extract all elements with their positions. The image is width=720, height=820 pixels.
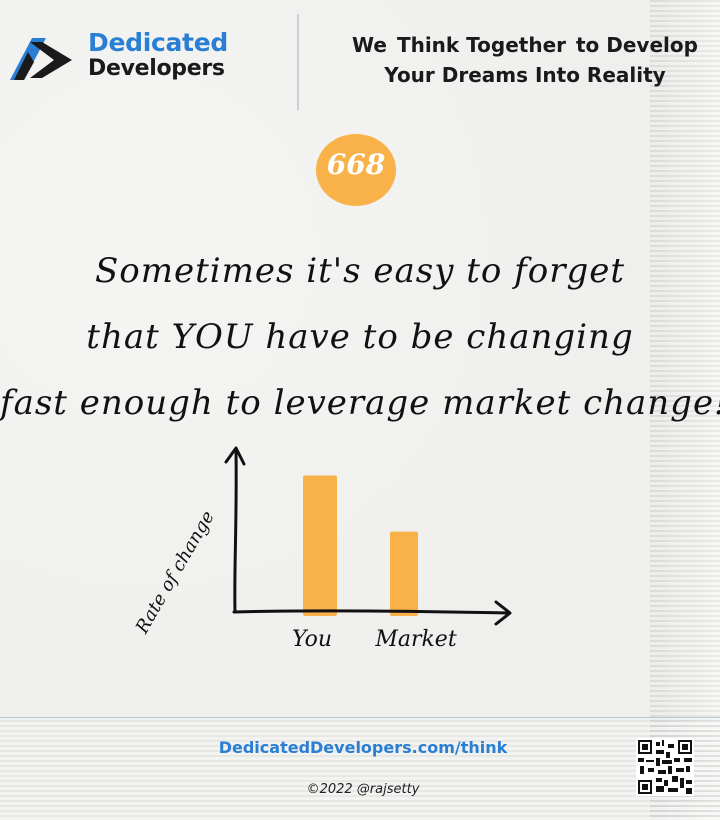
category-label-you: You (292, 627, 332, 652)
paper-texture-bottom (0, 720, 720, 820)
quote-line3: fast enough to leverage market change! (0, 383, 720, 423)
rate-of-change-chart: Rate of change You Market (110, 440, 530, 670)
tagline: We Think Together to Develop Your Dreams… (330, 30, 720, 90)
paper-texture-right (650, 0, 720, 820)
brand-name-line2: Developers (88, 56, 225, 81)
footer-link[interactable]: DedicatedDevelopers.com/think (218, 738, 508, 757)
logo-mark-icon (10, 38, 72, 80)
header-divider (297, 14, 299, 110)
issue-number: 668 (326, 148, 386, 181)
chart-svg: Rate of change You Market (131, 446, 512, 652)
category-label-market: Market (374, 627, 457, 652)
y-axis-label: Rate of change (131, 507, 219, 638)
bar-you (303, 475, 337, 616)
quote-line1: Sometimes it's easy to forget (94, 251, 626, 291)
copyright-text: ©2022 @rajsetty (306, 782, 420, 797)
x-axis (232, 609, 510, 615)
bar-market (390, 531, 418, 616)
tagline-suffix: to Develop (575, 33, 698, 57)
footer-divider (0, 717, 720, 718)
brand-name-line1: Dedicated (88, 28, 228, 57)
tagline-highlight: Think Together (394, 30, 569, 60)
quote-line2: that YOU have to be changing (86, 317, 634, 357)
qr-code-icon[interactable] (636, 738, 694, 796)
y-axis-arrow (224, 446, 246, 466)
tagline-prefix: We (352, 33, 387, 57)
issue-badge (316, 134, 396, 206)
y-axis (233, 448, 238, 614)
brand-logo[interactable]: Dedicated Developers (8, 28, 258, 88)
tagline-line2: Your Dreams Into Reality (384, 63, 666, 87)
x-axis-arrow (494, 600, 512, 626)
quote: Sometimes it's easy to forget that YOU h… (0, 238, 720, 436)
tagline-line1: We Think Together to Develop (330, 30, 720, 60)
